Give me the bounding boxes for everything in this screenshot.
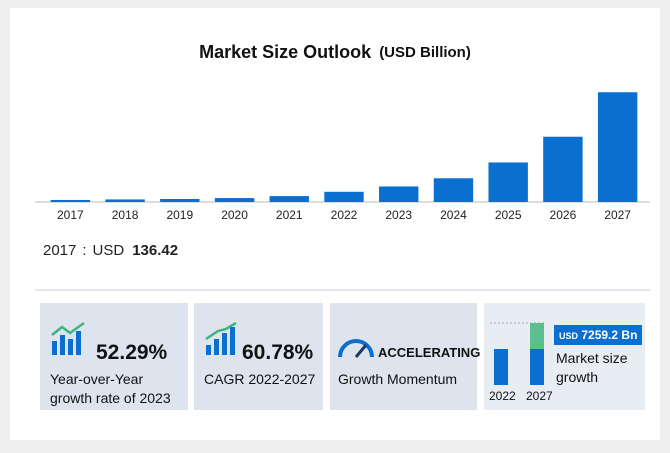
card-value: 60.78% [242,341,314,364]
value-badge: USD 7259.2 Bn [554,325,643,345]
mini-year: 2027 [526,389,553,403]
x-tick-label: 2025 [495,208,522,222]
x-tick-label: 2021 [276,208,303,222]
bar [597,92,638,202]
selected-currency: USD [93,242,125,259]
x-tick-label: 2020 [221,208,248,222]
bar [50,199,91,202]
icon [338,339,374,358]
title-text: Market Size Outlook [199,42,372,62]
bar [160,198,200,202]
x-tick-label: 2026 [550,208,577,222]
mini-year: 2022 [489,389,516,403]
bar [379,186,419,202]
card-value: ACCELERATING [378,345,481,360]
x-tick-label: 2027 [604,208,631,222]
badge-currency: USD [559,331,579,341]
separator: : [82,242,86,259]
selected-value: 2017: USD 136.42 [43,242,178,259]
badge-value: 7259.2 Bn [581,328,638,342]
card-caption: Market size growth [556,350,628,385]
selected-year: 2017 [43,242,76,259]
bar [324,191,364,202]
x-tick-label: 2019 [166,208,193,222]
selected-number: 136.42 [132,242,178,259]
subtitle-text: (USD Billion) [379,44,471,61]
card-value: 52.29% [96,341,168,364]
bar [543,136,583,202]
x-tick-label: 2022 [331,208,358,222]
icon [51,321,85,355]
card: 52.29% Year-over-Year growth rate of 202… [40,303,188,410]
bar [214,198,255,202]
bar [488,162,528,202]
x-tick-label: 2017 [57,208,84,222]
x-tick-label: 2024 [440,208,467,222]
chart: Market Size Outlook (USD Billion) 2017: US… [35,42,650,291]
chart-title: Market Size Outlook (USD Billion) [199,42,471,62]
icon [205,321,237,355]
x-tick-label: 2018 [112,208,139,222]
bar [269,196,309,202]
bar [105,199,145,202]
card-caption: Year-over-Year growth rate of 2023 [50,371,171,406]
x-tick-label: 2023 [385,208,412,222]
bar [433,178,474,202]
card-caption: Growth Momentum [338,371,458,387]
card: USD 7259.2 Bn Market size growth 2022 20… [484,303,645,410]
card: ACCELERATING Growth Momentum [330,303,481,410]
card: 60.78% CAGR 2022-2027 [194,303,323,410]
mini-chart [490,322,546,385]
card-caption: CAGR 2022-2027 [204,371,316,387]
